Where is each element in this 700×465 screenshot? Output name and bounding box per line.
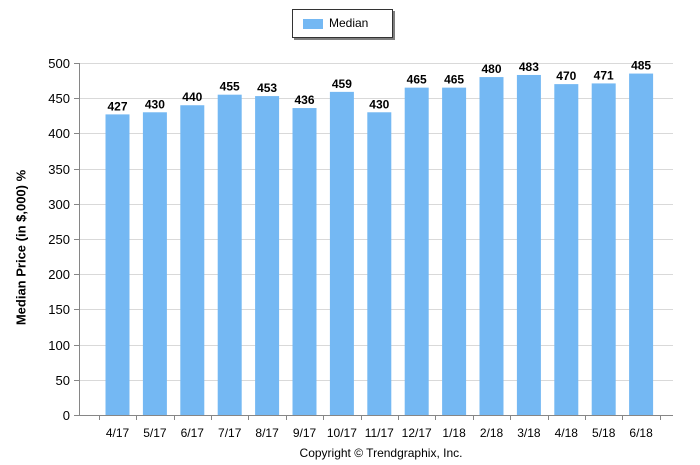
x-axis-ticks: 4/17 5/17 6/17 7/17 8/17 9/17 10/17 11/17 12/17 1…	[99, 415, 661, 440]
x-tick-label: 3/18	[517, 426, 541, 440]
bar	[105, 114, 130, 415]
legend: Median	[292, 9, 393, 38]
bar-value-label: 455	[220, 80, 240, 94]
bar	[142, 112, 167, 415]
bar-value-label: 459	[332, 77, 352, 91]
data-labels: 427 430 440 455 453 436 459 430 465 465 480 483 470 4…	[107, 59, 651, 114]
bar-value-label: 430	[369, 97, 389, 111]
x-tick-label: 10/17	[327, 426, 357, 440]
bar-value-label: 471	[594, 68, 614, 82]
bar	[255, 96, 280, 415]
x-tick-label: 12/17	[402, 426, 432, 440]
y-tick-label: 350	[48, 162, 70, 177]
bar	[367, 112, 392, 415]
bar	[217, 94, 242, 416]
x-tick-label: 1/18	[442, 426, 466, 440]
y-tick-label: 500	[48, 56, 70, 71]
y-tick-label: 200	[48, 267, 70, 282]
x-tick-label: 5/18	[592, 426, 616, 440]
y-tick-label: 250	[48, 232, 70, 247]
bar-value-label: 483	[519, 60, 539, 74]
bar-value-label: 427	[107, 99, 127, 113]
x-tick-label: 6/18	[629, 426, 653, 440]
bar-value-label: 470	[556, 69, 576, 83]
bar-value-label: 453	[257, 81, 277, 95]
bar	[591, 83, 616, 415]
x-tick-label: 9/17	[293, 426, 317, 440]
bar-value-label: 485	[631, 59, 651, 73]
legend-label-median: Median	[329, 16, 369, 30]
y-axis-ticks: 0 50 100 150 200 250 300 350 400 450 500	[48, 56, 79, 423]
x-tick-label: 4/17	[106, 426, 130, 440]
bar	[180, 105, 205, 416]
bar-value-label: 436	[294, 93, 314, 107]
y-tick-label: 400	[48, 126, 70, 141]
x-tick-label: 11/17	[365, 426, 394, 440]
x-tick-label: 5/17	[143, 426, 167, 440]
bar-value-label: 430	[145, 97, 165, 111]
bar	[292, 108, 317, 415]
axes	[79, 63, 673, 416]
bars	[105, 73, 654, 416]
x-tick-label: 4/18	[555, 426, 579, 440]
y-tick-label: 50	[56, 373, 70, 388]
x-tick-label: 6/17	[181, 426, 205, 440]
bar	[554, 84, 579, 416]
x-tick-label: 2/18	[480, 426, 504, 440]
y-axis-label: Median Price (in $,000) %	[13, 169, 29, 326]
copyright-footer: Copyright © Trendgraphix, Inc.	[299, 446, 463, 460]
bar	[404, 87, 429, 415]
bar-value-label: 465	[444, 73, 464, 87]
bar-value-label: 480	[481, 62, 501, 76]
bar	[479, 77, 504, 415]
y-tick-label: 450	[48, 91, 70, 106]
bar	[329, 91, 354, 415]
y-tick-label: 0	[63, 408, 70, 423]
bar-value-label: 440	[182, 90, 202, 104]
y-tick-label: 300	[48, 197, 70, 212]
x-tick-label: 8/17	[255, 426, 279, 440]
y-tick-label: 100	[48, 338, 70, 353]
bar	[629, 73, 654, 415]
bar	[516, 74, 541, 415]
legend-swatch-median	[303, 19, 323, 29]
bar	[442, 87, 467, 415]
x-tick-label: 7/17	[218, 426, 242, 440]
bar-value-label: 465	[407, 73, 427, 87]
y-tick-label: 150	[48, 302, 70, 317]
